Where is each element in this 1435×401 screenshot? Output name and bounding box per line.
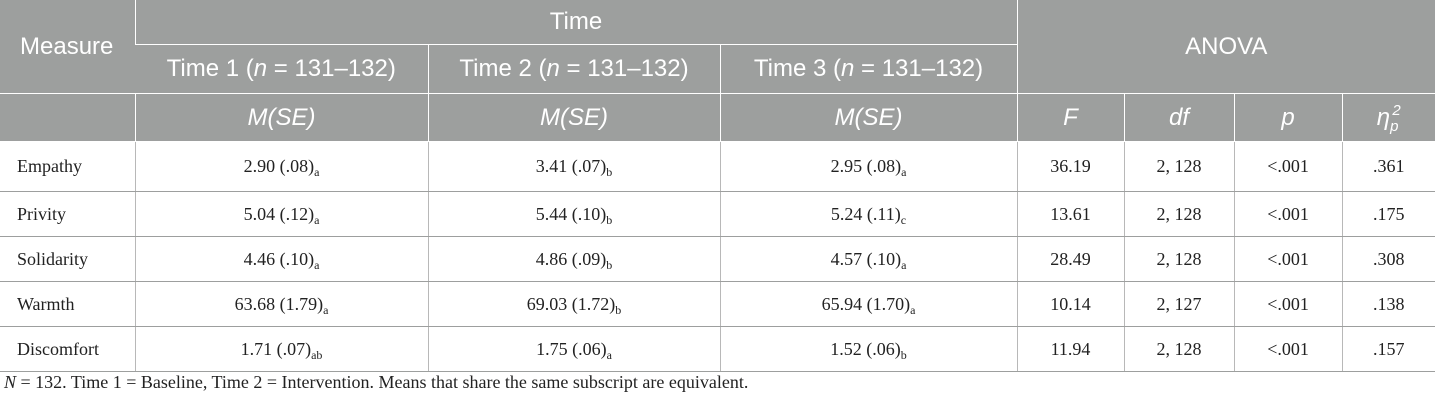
- time1-cell: 1.71 (.07)ab: [134, 326, 428, 372]
- results-table: Measure Time ANOVA Time 1 (n = 131–132) …: [0, 0, 1435, 372]
- eta-cell: .361: [1341, 141, 1435, 192]
- eta-cell: .308: [1341, 236, 1435, 282]
- time1-cell: 4.46 (.10)a: [134, 236, 428, 282]
- measure-cell: Empathy: [0, 141, 135, 192]
- f-cell: 28.49: [1016, 236, 1125, 282]
- time3-cell: 2.95 (.08)a: [719, 141, 1018, 192]
- table-row: Empathy 2.90 (.08)a 3.41 (.07)b 2.95 (.0…: [0, 141, 1435, 192]
- p-cell: <.001: [1233, 281, 1343, 327]
- time-group-header: Time: [134, 0, 1018, 45]
- blank-header-cell: [0, 93, 135, 142]
- time3-stat-header: M(SE): [719, 93, 1018, 142]
- measure-cell: Privity: [0, 191, 135, 237]
- time2-cell: 5.44 (.10)b: [427, 191, 720, 237]
- results-table-container: Measure Time ANOVA Time 1 (n = 131–132) …: [0, 0, 1435, 372]
- eta-cell: .157: [1341, 326, 1435, 372]
- p-cell: <.001: [1233, 191, 1343, 237]
- anova-group-header: ANOVA: [1016, 0, 1435, 94]
- time3-cell: 1.52 (.06)b: [719, 326, 1018, 372]
- p-cell: <.001: [1233, 141, 1343, 192]
- table-footnote: N = 132. Time 1 = Baseline, Time 2 = Int…: [4, 372, 749, 392]
- f-header: F: [1016, 93, 1125, 142]
- time1-cell: 2.90 (.08)a: [134, 141, 428, 192]
- table-row: Privity 5.04 (.12)a 5.44 (.10)b 5.24 (.1…: [0, 191, 1435, 237]
- measure-cell: Solidarity: [0, 236, 135, 282]
- eta-cell: .175: [1341, 191, 1435, 237]
- p-cell: <.001: [1233, 326, 1343, 372]
- df-cell: 2, 128: [1123, 326, 1235, 372]
- time2-cell: 1.75 (.06)a: [427, 326, 720, 372]
- header-row-1: Measure Time ANOVA: [0, 0, 1435, 94]
- time1-header: Time 1 (n = 131–132): [135, 44, 428, 94]
- table-row: Solidarity 4.46 (.10)a 4.86 (.09)b 4.57 …: [0, 236, 1435, 282]
- measure-header: Measure: [0, 0, 135, 94]
- eta-squared-header: ηp2: [1341, 93, 1435, 142]
- time1-cell: 63.68 (1.79)a: [134, 281, 428, 327]
- header-row-3: M(SE) M(SE) M(SE) F df p ηp2: [0, 93, 1435, 142]
- time2-cell: 4.86 (.09)b: [427, 236, 720, 282]
- table-row: Discomfort 1.71 (.07)ab 1.75 (.06)a 1.52…: [0, 326, 1435, 372]
- time3-cell: 4.57 (.10)a: [719, 236, 1018, 282]
- df-header: df: [1123, 93, 1235, 142]
- f-cell: 11.94: [1016, 326, 1125, 372]
- time3-cell: 65.94 (1.70)a: [719, 281, 1018, 327]
- p-header: p: [1233, 93, 1343, 142]
- time2-stat-header: M(SE): [427, 93, 720, 142]
- measure-cell: Warmth: [0, 281, 135, 327]
- df-cell: 2, 128: [1123, 191, 1235, 237]
- df-cell: 2, 128: [1123, 141, 1235, 192]
- time3-header: Time 3 (n = 131–132): [719, 44, 1018, 94]
- time1-stat-header: M(SE): [134, 93, 428, 142]
- df-cell: 2, 128: [1123, 236, 1235, 282]
- df-cell: 2, 127: [1123, 281, 1235, 327]
- table-row: Warmth 63.68 (1.79)a 69.03 (1.72)b 65.94…: [0, 281, 1435, 327]
- eta-cell: .138: [1341, 281, 1435, 327]
- time2-cell: 3.41 (.07)b: [427, 141, 720, 192]
- f-cell: 10.14: [1016, 281, 1125, 327]
- time2-header: Time 2 (n = 131–132): [427, 44, 720, 94]
- time1-cell: 5.04 (.12)a: [134, 191, 428, 237]
- time2-cell: 69.03 (1.72)b: [427, 281, 720, 327]
- time3-cell: 5.24 (.11)c: [719, 191, 1018, 237]
- header-row-2: Time 1 (n = 131–132) Time 2 (n = 131–132…: [0, 44, 1435, 94]
- p-cell: <.001: [1233, 236, 1343, 282]
- f-cell: 13.61: [1016, 191, 1125, 237]
- f-cell: 36.19: [1016, 141, 1125, 192]
- measure-cell: Discomfort: [0, 326, 135, 372]
